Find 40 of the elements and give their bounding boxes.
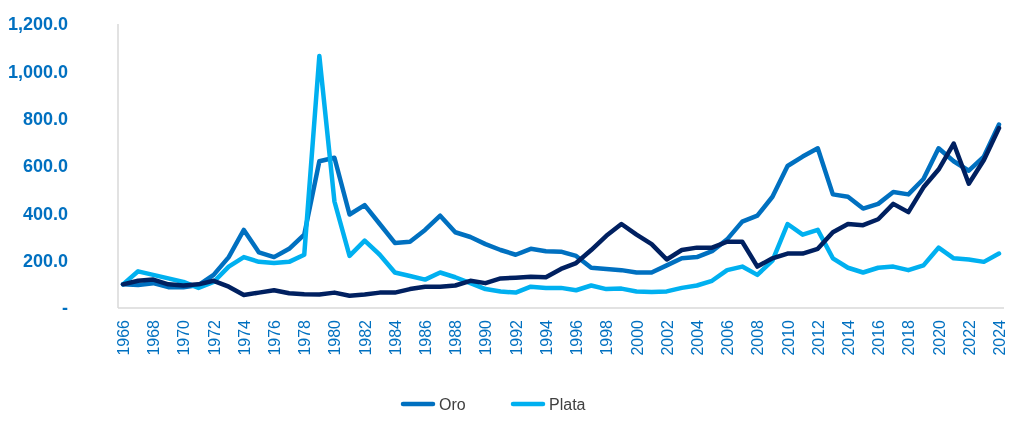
x-tick-label: 1996 [568, 319, 586, 356]
x-tick-label: 2024 [991, 319, 1008, 356]
line-series [120, 53, 1002, 295]
x-tick-label: 2018 [900, 319, 918, 356]
y-tick-label: 1,000.0 [7, 61, 68, 82]
x-tick-label: 1980 [326, 319, 344, 356]
x-tick-label: 1978 [296, 319, 314, 356]
y-tick-label: - [62, 298, 68, 319]
y-tick-label: 800.0 [22, 108, 68, 129]
x-tick-label: 1994 [537, 319, 555, 356]
x-tick-label: 1970 [175, 319, 193, 356]
x-tick-label: 2022 [960, 319, 978, 356]
y-tick-label: 1,200.0 [7, 14, 68, 35]
x-tick-label: 2014 [839, 319, 857, 356]
x-tick-label: 1990 [477, 319, 495, 356]
x-tick-label: 2002 [658, 319, 676, 356]
y-tick-label: 400.0 [22, 203, 68, 224]
x-tick-label: 1992 [507, 319, 525, 356]
x-tick-label: 1968 [145, 319, 163, 356]
x-tick-label: 1982 [356, 319, 374, 356]
x-tick-label: 1998 [598, 319, 616, 356]
legend-label: Plata [549, 395, 586, 413]
x-tick-label: 1984 [386, 319, 404, 356]
x-tick-label: 2020 [930, 319, 948, 356]
x-tick-label: 1974 [235, 319, 253, 356]
x-tick-label: 2016 [870, 319, 888, 356]
x-tick-label: 1976 [266, 319, 284, 356]
x-tick-label: 2012 [809, 319, 827, 356]
legend-label: Oro [439, 395, 466, 413]
x-tick-label: 2006 [719, 319, 737, 356]
x-tick-label: 1972 [205, 319, 223, 356]
x-tick-label: 1966 [115, 319, 132, 356]
x-tick-label: 2000 [628, 319, 646, 356]
y-tick-label: 200.0 [22, 250, 68, 271]
x-tick-label: 2010 [779, 319, 797, 356]
y-tick-label: 600.0 [22, 156, 68, 177]
x-tick-label: 2004 [688, 319, 706, 356]
x-tick-label: 2008 [749, 319, 767, 356]
x-tick-label: 1988 [447, 319, 465, 356]
x-tick-label: 1986 [417, 319, 435, 356]
